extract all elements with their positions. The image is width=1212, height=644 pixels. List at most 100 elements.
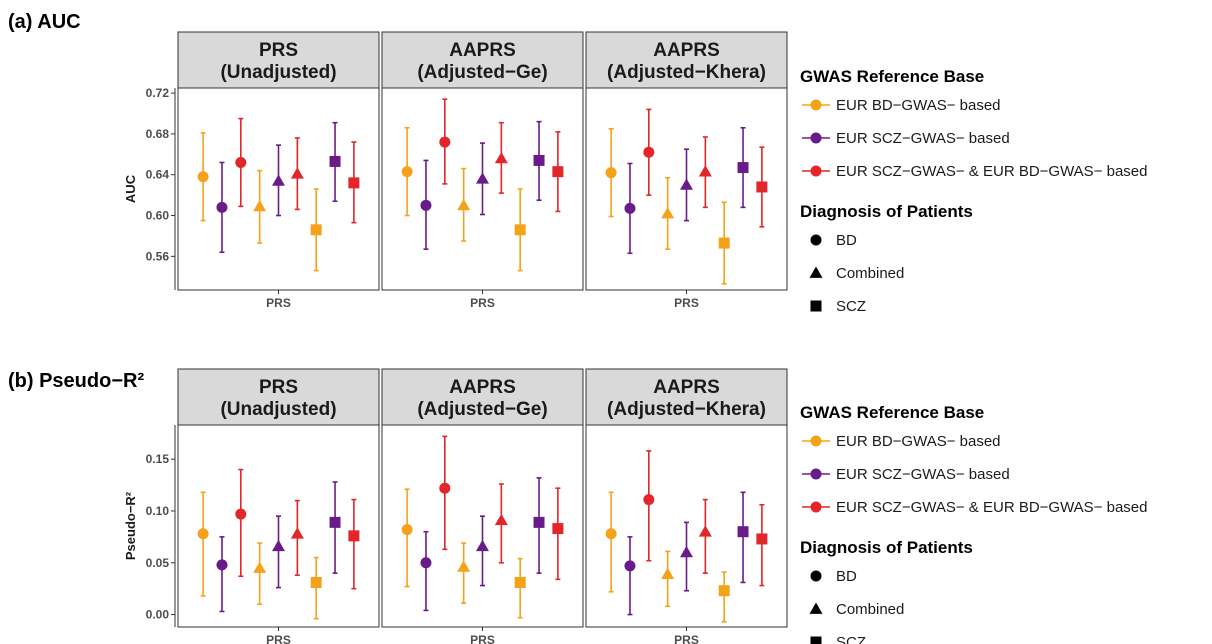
data-point xyxy=(756,503,768,587)
facet-strip-label: (Adjusted−Khera) xyxy=(607,62,766,83)
legend-color-swatch xyxy=(810,99,822,111)
y-tick-label: 0.00 xyxy=(146,608,170,622)
legend-item-label: SCZ xyxy=(836,298,866,315)
square-marker xyxy=(718,237,730,249)
circle-marker xyxy=(605,167,617,179)
y-tick-label: 0.72 xyxy=(146,86,170,100)
data-point xyxy=(737,126,749,209)
x-tick-label: PRS xyxy=(674,633,699,644)
facet-panel: AAPRS(Adjusted−Khera) PRS xyxy=(585,31,788,310)
square-marker xyxy=(348,177,360,189)
facet-panel: AAPRS(Adjusted−Ge) PRS xyxy=(381,31,584,310)
legend-item-label: EUR SCZ−GWAS− based xyxy=(836,466,1010,483)
data-point xyxy=(624,162,636,255)
triangle-marker xyxy=(698,525,712,537)
data-point xyxy=(680,148,693,222)
facet-panel: PRS(Unadjusted)PRS xyxy=(177,31,380,310)
legend-shape-triangle xyxy=(809,266,823,278)
data-point xyxy=(494,483,508,564)
data-point xyxy=(272,144,285,217)
data-point xyxy=(698,498,712,574)
facet-strip-label: AAPRS xyxy=(653,40,720,61)
circle-marker xyxy=(643,494,655,506)
pseudo-r2-chart: (b) Pseudo−R² Pseudo−R² 0.00 0.05 0.10 0.15 PR… xyxy=(8,368,1147,644)
legend-shape-triangle xyxy=(809,602,823,614)
legend-title-reference: GWAS Reference Base xyxy=(800,67,984,86)
legend-color-swatch xyxy=(810,165,822,177)
data-point xyxy=(476,515,489,587)
data-point xyxy=(420,159,432,250)
facet-strip xyxy=(381,368,584,426)
data-point xyxy=(552,131,564,213)
x-tick-label: PRS xyxy=(266,296,291,310)
facet-strip-label: PRS xyxy=(259,40,298,61)
facet-strip-label: (Unadjusted) xyxy=(220,62,336,83)
y-tick-label: 0.10 xyxy=(146,504,170,518)
data-point xyxy=(272,515,285,589)
data-point xyxy=(661,176,675,250)
data-point xyxy=(514,557,526,619)
facet-strip xyxy=(381,31,584,89)
data-point xyxy=(643,108,655,196)
facet-strip xyxy=(585,31,788,89)
data-point xyxy=(643,450,655,562)
square-marker xyxy=(718,585,730,597)
data-point xyxy=(216,536,228,613)
facet-strip-label: (Adjusted−Khera) xyxy=(607,399,766,420)
data-point xyxy=(457,542,471,604)
square-marker xyxy=(329,516,341,528)
circle-marker xyxy=(643,146,655,158)
circle-marker xyxy=(605,528,617,540)
circle-marker xyxy=(197,528,209,540)
circle-marker xyxy=(401,524,413,536)
y-tick-label: 0.05 xyxy=(146,556,170,570)
data-point xyxy=(494,121,508,194)
circle-marker xyxy=(216,201,228,213)
data-point xyxy=(698,136,712,209)
legend-title-diagnosis: Diagnosis of Patients xyxy=(800,202,973,221)
data-point xyxy=(514,188,526,272)
facet-panel: AAPRS(Adjusted−Ge) PRS xyxy=(381,368,584,644)
data-point xyxy=(605,491,617,593)
square-marker xyxy=(514,576,526,588)
data-point xyxy=(253,542,267,606)
data-point xyxy=(348,498,360,590)
facet-strip-label: (Adjusted−Ge) xyxy=(417,62,547,83)
circle-marker xyxy=(420,557,432,569)
facet-strip xyxy=(177,368,380,426)
triangle-marker xyxy=(253,561,267,573)
triangle-marker xyxy=(661,206,675,219)
legend-color-swatch xyxy=(810,468,822,480)
x-tick-label: PRS xyxy=(470,633,495,644)
y-tick-label: 0.68 xyxy=(146,127,170,141)
square-marker xyxy=(552,166,564,178)
data-point xyxy=(552,487,564,581)
triangle-marker xyxy=(494,513,508,526)
triangle-marker xyxy=(494,151,508,164)
data-point xyxy=(197,491,209,597)
triangle-marker xyxy=(253,199,267,212)
legend-item-label: EUR SCZ−GWAS− & EUR BD−GWAS− based xyxy=(836,163,1147,180)
facet-strip-label: AAPRS xyxy=(653,377,720,398)
circle-marker xyxy=(235,508,247,520)
circle-marker xyxy=(420,199,432,211)
facet-panel: AAPRS(Adjusted−Khera) PRS xyxy=(585,368,788,644)
triangle-marker xyxy=(476,539,489,552)
data-point xyxy=(476,142,489,216)
y-tick-label: 0.56 xyxy=(146,249,170,263)
data-point xyxy=(216,161,228,254)
square-marker xyxy=(310,576,322,588)
triangle-marker xyxy=(290,167,304,179)
legend-shape-square xyxy=(810,300,822,312)
facet-strip-label: PRS xyxy=(259,377,298,398)
triangle-marker xyxy=(476,172,489,184)
data-point xyxy=(737,491,749,584)
legend: GWAS Reference Base EUR BD−GWAS− based EUR… xyxy=(800,403,1147,644)
data-point xyxy=(348,141,360,224)
triangle-marker xyxy=(661,567,675,580)
data-point xyxy=(439,435,451,551)
data-point xyxy=(718,571,730,623)
legend-item-label: EUR SCZ−GWAS− & EUR BD−GWAS− based xyxy=(836,499,1147,516)
facet-strip-label: (Adjusted−Ge) xyxy=(417,399,547,420)
